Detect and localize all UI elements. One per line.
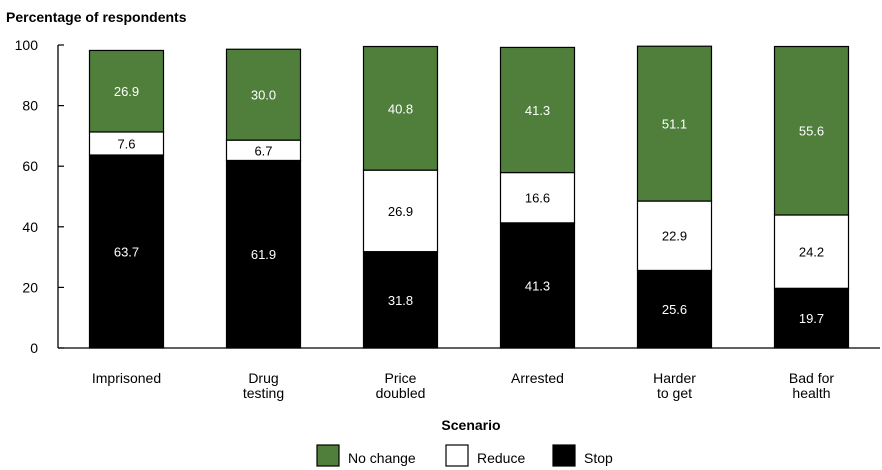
x-tick-label: Drug (248, 370, 278, 386)
data-label: 6.7 (254, 143, 272, 158)
data-label: 30.0 (251, 88, 276, 103)
data-label: 7.6 (117, 136, 135, 151)
bar-segment-reduce (773, 214, 850, 289)
data-label: 40.8 (388, 101, 413, 116)
legend: No change Reduce Stop (316, 444, 613, 467)
data-label: 31.8 (388, 293, 413, 308)
bar-segment-no-change (636, 45, 713, 202)
data-label: 26.9 (114, 84, 139, 99)
x-tick-label: Arrested (511, 370, 564, 386)
x-tick-label: Imprisoned (92, 370, 161, 386)
x-axis-title: Scenario (441, 417, 500, 433)
data-label: 24.2 (799, 245, 824, 260)
legend-swatch-stop (552, 444, 576, 467)
y-tick-label: 40 (22, 219, 38, 235)
bar-segment-no-change (773, 45, 850, 216)
data-label: 55.6 (799, 124, 824, 139)
x-tick-label: Price (385, 370, 417, 386)
data-label: 41.3 (525, 103, 550, 118)
data-label: 25.6 (662, 302, 687, 317)
legend-label: No change (348, 450, 416, 466)
bar-segment-stop (636, 269, 713, 349)
bar-segment-no-change (88, 49, 165, 133)
data-label: 16.6 (525, 191, 550, 206)
bar-segment-stop (773, 287, 850, 349)
y-tick-label: 60 (22, 158, 38, 174)
data-label: 19.7 (799, 311, 824, 326)
x-tick-label: Harder (653, 370, 696, 386)
x-tick-label: health (792, 385, 830, 401)
y-tick-label: 80 (22, 98, 38, 114)
x-tick-label: to get (657, 385, 692, 401)
bar-segment-reduce (362, 169, 439, 253)
bars: 63.7 7.6 26.9 61.9 6.7 30.0 31.8 26.9 40.8 41.3 16… (88, 45, 850, 349)
data-label: 41.3 (525, 278, 550, 293)
legend-label: Stop (584, 450, 613, 466)
bar-segment-stop (225, 159, 302, 349)
bar-segment-no-change (499, 46, 576, 174)
y-axis-title: Percentage of respondents (6, 9, 187, 25)
x-tick-label: doubled (376, 385, 426, 401)
data-label: 51.1 (662, 117, 687, 132)
bar-segment-stop (362, 251, 439, 349)
legend-swatch-no-change (316, 444, 340, 467)
x-tick-label: Bad for (789, 370, 834, 386)
x-tick-label: testing (243, 385, 284, 401)
bar-segment-no-change (362, 45, 439, 171)
data-label: 26.9 (388, 204, 413, 219)
bar-segment-stop (499, 222, 576, 349)
legend-label: Reduce (477, 450, 525, 466)
bar-segment-no-change (225, 48, 302, 141)
bar-segment-reduce (499, 171, 576, 224)
y-tick-label: 100 (15, 37, 39, 53)
data-label: 61.9 (251, 247, 276, 262)
y-tick-label: 0 (30, 340, 38, 356)
y-tick-label: 20 (22, 279, 38, 295)
y-axis-ticks: 0 20 40 60 80 100 (15, 37, 64, 356)
data-label: 63.7 (114, 244, 139, 259)
bar-segment-stop (88, 154, 165, 349)
legend-swatch-reduce (445, 444, 469, 467)
bar-segment-reduce (636, 200, 713, 272)
data-label: 22.9 (662, 229, 687, 244)
